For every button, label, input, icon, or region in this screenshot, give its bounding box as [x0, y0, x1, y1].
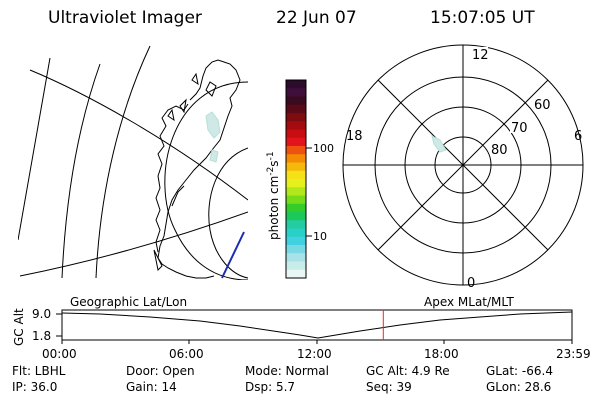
map-latitude-circle	[208, 147, 248, 279]
color-bar-segment	[286, 236, 306, 246]
coastline	[171, 185, 185, 207]
color-bar-segment	[286, 212, 306, 221]
map-meridian-line	[95, 45, 151, 279]
color-bar-segment	[286, 170, 306, 180]
map-latitude-line	[29, 69, 248, 201]
color-bar-segment	[286, 253, 306, 263]
instrument-title: Ultraviolet Imager	[48, 8, 202, 28]
color-bar: 100 10 photon cm-2s-1	[266, 79, 334, 279]
y-axis-label: GC Alt	[12, 308, 26, 346]
right-caption: Apex MLat/MLT	[424, 295, 514, 309]
coastline	[167, 108, 175, 122]
timeline-frame	[61, 309, 573, 341]
door-value: Door: Open	[126, 364, 195, 378]
color-bar-segment	[286, 129, 306, 139]
date-label: 22 Jun 07	[276, 8, 357, 28]
orbit-track	[221, 231, 245, 279]
glon-value: GLon: 28.6	[486, 380, 552, 394]
time-label: 15:07:05 UT	[430, 8, 535, 28]
glat-value: GLat: -66.4	[486, 364, 553, 378]
polar-labels: 12 18 6 0 80 70 60	[346, 47, 582, 291]
color-bar-segment	[286, 121, 306, 131]
time-tick-12: 12:00	[297, 347, 332, 361]
mode-value: Mode: Normal	[245, 364, 329, 378]
mlat-label-70: 70	[511, 121, 528, 136]
polar-plot	[342, 44, 584, 286]
timeline-panel	[56, 309, 573, 344]
color-bar-segment	[286, 179, 306, 188]
color-bar-segment	[286, 80, 306, 89]
y-min-label: 1.8	[32, 329, 51, 343]
time-tick-end: 23:59	[556, 347, 591, 361]
coastline	[155, 103, 189, 253]
aurora-emission-patch	[431, 135, 447, 153]
mlat-label-80: 80	[491, 143, 508, 158]
color-bar-segment	[286, 228, 306, 238]
y-max-label: 9.0	[32, 307, 51, 321]
map-latitude-line	[19, 211, 248, 277]
mlt-label-0: 0	[467, 276, 475, 291]
left-caption: Geographic Lat/Lon	[70, 295, 187, 309]
mlt-label-18: 18	[346, 129, 363, 144]
color-bar-segment	[286, 261, 306, 271]
color-bar-segment	[286, 96, 306, 106]
aurora-emission-patch	[205, 111, 221, 139]
color-bar-segment	[286, 137, 306, 147]
color-bar-unit-label: photon cm-2s-1	[266, 151, 281, 240]
ip-value: IP: 36.0	[12, 380, 58, 394]
mlat-label-60: 60	[534, 98, 551, 113]
mlt-label-12: 12	[472, 48, 489, 63]
seq-value: Seq: 39	[366, 380, 412, 394]
aurora-emission-patch	[209, 149, 219, 163]
map-meridian-line	[61, 63, 101, 279]
color-bar-segment	[286, 88, 306, 98]
time-tick-0: 00:00	[42, 347, 77, 361]
color-bar-segment	[286, 245, 306, 254]
coastline	[191, 72, 199, 86]
polar-diagonal	[377, 79, 549, 251]
altitude-curve	[61, 311, 573, 339]
dsp-value: Dsp: 5.7	[245, 380, 296, 394]
color-bar-segment	[286, 220, 306, 230]
time-tick-6: 06:00	[169, 347, 204, 361]
color-bar-segment	[286, 269, 306, 279]
color-bar-tick-label-10: 10	[313, 230, 327, 243]
mlt-label-6: 6	[574, 129, 582, 144]
filter-value: Flt: LBHL	[12, 364, 66, 378]
color-bar-segment	[286, 162, 306, 172]
timeline-labels: Geographic Lat/Lon Apex MLat/MLT GC Alt …	[12, 295, 591, 361]
gc-alt-value: GC Alt: 4.9 Re	[366, 364, 450, 378]
color-bar-segment	[286, 187, 306, 197]
gain-value: Gain: 14	[126, 380, 177, 394]
coastline	[157, 59, 241, 279]
color-bar-segment	[286, 113, 306, 122]
coastline	[179, 98, 187, 114]
coastline	[153, 249, 163, 272]
color-bar-segment	[286, 195, 306, 205]
geographic-map	[18, 45, 248, 280]
color-bar-segment	[286, 203, 306, 213]
time-tick-18: 18:00	[424, 347, 459, 361]
color-bar-frame	[285, 79, 307, 279]
color-bar-segment	[286, 146, 306, 155]
color-bar-segment	[286, 154, 306, 164]
coastline	[205, 81, 217, 97]
color-bar-segment	[286, 104, 306, 114]
map-latitude-circle	[164, 81, 248, 280]
map-meridian-line	[18, 57, 51, 241]
color-bar-tick-label-100: 100	[313, 142, 334, 155]
